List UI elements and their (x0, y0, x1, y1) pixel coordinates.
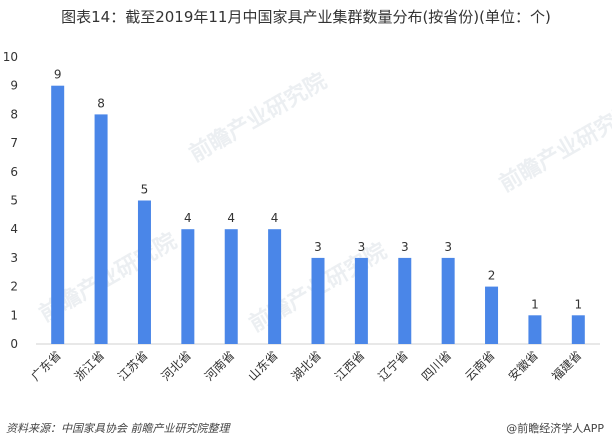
y-tick-label: 6 (10, 165, 18, 179)
x-tick-label: 安徽省 (505, 348, 541, 384)
y-tick-label: 10 (3, 50, 18, 64)
y-tick-label: 9 (10, 79, 18, 93)
y-tick-label: 8 (10, 107, 18, 121)
bar (398, 257, 412, 344)
x-tick-label: 四川省 (419, 348, 454, 383)
bar (354, 257, 368, 344)
data-label: 2 (488, 269, 496, 283)
source-note: 资料来源：中国家具协会 前瞻产业研究院整理 (6, 422, 230, 435)
bar (268, 229, 282, 344)
data-label: 4 (271, 211, 279, 225)
data-label: 3 (358, 240, 366, 254)
data-label: 3 (401, 240, 409, 254)
bar (311, 257, 325, 344)
x-tick-label: 云南省 (462, 348, 498, 384)
bar (485, 286, 499, 344)
bar (224, 229, 238, 344)
bar (528, 315, 542, 344)
x-tick-label: 河北省 (159, 348, 194, 383)
x-tick-label: 河南省 (201, 348, 237, 384)
data-label: 8 (97, 96, 105, 110)
y-tick-label: 4 (10, 222, 18, 236)
data-label: 4 (184, 211, 192, 225)
x-tick-label: 江苏省 (115, 348, 150, 383)
y-tick-label: 2 (10, 280, 18, 294)
x-tick-label: 辽宁省 (375, 348, 411, 384)
x-tick-label: 江西省 (332, 348, 367, 383)
bar (571, 315, 585, 344)
bar (94, 114, 108, 345)
bar (51, 85, 65, 344)
y-tick-label: 0 (10, 337, 18, 351)
data-label: 1 (574, 297, 582, 311)
data-label: 1 (531, 297, 539, 311)
data-label: 3 (314, 240, 322, 254)
x-tick-label: 浙江省 (72, 348, 107, 383)
bar (441, 257, 455, 344)
brand-credit: @前瞻经济学人APP (506, 422, 604, 435)
data-label: 3 (444, 240, 452, 254)
y-tick-label: 5 (10, 194, 18, 208)
y-tick-label: 7 (10, 136, 18, 150)
chart-title: 图表14：截至2019年11月中国家具产业集群数量分布(按省份)(单位：个) (61, 8, 551, 26)
x-tick-label: 山东省 (245, 348, 280, 383)
data-label: 4 (227, 211, 235, 225)
y-tick-label: 3 (10, 251, 18, 265)
bar (137, 200, 151, 344)
y-tick-label: 1 (10, 308, 18, 322)
bar (181, 229, 195, 344)
x-tick-label: 湖北省 (288, 348, 324, 384)
x-tick-label: 福建省 (548, 348, 584, 384)
data-label: 5 (141, 183, 149, 197)
data-label: 9 (54, 68, 62, 82)
x-tick-label: 广东省 (28, 348, 63, 383)
